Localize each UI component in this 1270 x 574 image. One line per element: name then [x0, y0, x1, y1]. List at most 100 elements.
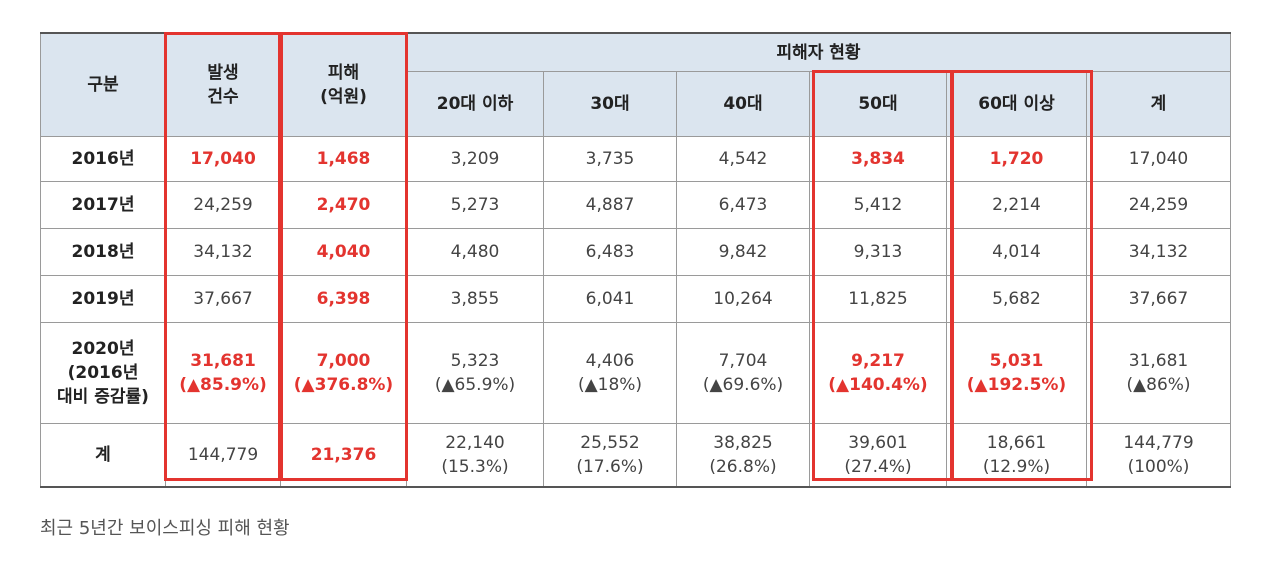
age-cell-line: (▲18%)	[577, 375, 643, 395]
age-cell: 144,779 (100%)	[1086, 423, 1231, 488]
occurrences-cell-line: 37,667	[193, 289, 253, 309]
age-cell: 4,480	[406, 228, 544, 276]
row-label: 2018년	[40, 228, 166, 276]
age-cell-line: 5,412	[853, 195, 903, 215]
age-cell: 2,214	[946, 181, 1087, 229]
damage-cell-line: 4,040	[316, 242, 371, 262]
row-label-line: 계	[95, 445, 111, 465]
damage-cell-line: 21,376	[310, 445, 377, 465]
age-cell-line: (17.6%)	[576, 457, 644, 477]
age-cell-line: (15.3%)	[441, 457, 509, 477]
header-age-40s: 40대	[676, 71, 810, 137]
age-cell-line: 25,552	[580, 433, 640, 453]
age-cell-line: 10,264	[713, 289, 773, 309]
table-row: 계 144,779 21,376 22,140 (15.3%) 25,552 (17.6%)…	[40, 423, 1231, 488]
age-cell-line: 34,132	[1128, 242, 1189, 262]
age-cell-line: 5,031	[989, 351, 1044, 371]
age-cell-line: (100%)	[1127, 457, 1190, 477]
age-cell: 39,601 (27.4%)	[809, 423, 947, 488]
age-cell-line: (▲140.4%)	[828, 375, 928, 395]
age-cell: 5,412	[809, 181, 947, 229]
age-cell-line: 9,217	[851, 351, 905, 371]
age-cell: 1,720	[946, 136, 1087, 182]
age-cell-line: 6,483	[585, 242, 635, 262]
damage-cell-line: (▲376.8%)	[293, 375, 394, 395]
table-container: 구분 발생 건수 피해 (억원) 피해자 현황 20대 이하 30대 40대 5…	[40, 32, 1231, 488]
header-age-50s: 50대	[809, 71, 947, 137]
age-cell: 3,834	[809, 136, 947, 182]
row-label-line: 2018년	[71, 242, 135, 262]
age-cell-line: 4,480	[450, 242, 500, 262]
age-cell-line: 144,779	[1123, 433, 1194, 453]
header-age-total: 계	[1086, 71, 1231, 137]
header-victims-group: 피해자 현황	[406, 32, 1231, 72]
age-cell-line: 37,667	[1128, 289, 1189, 309]
header-age-30s: 30대	[543, 71, 677, 137]
occurrences-cell-line: 144,779	[187, 445, 259, 465]
damage-cell: 2,470	[280, 181, 407, 229]
age-cell-line: 31,681	[1128, 351, 1189, 371]
age-cell: 9,842	[676, 228, 810, 276]
age-cell-line: 9,313	[853, 242, 903, 262]
age-cell-line: 11,825	[848, 289, 908, 309]
age-cell: 38,825 (26.8%)	[676, 423, 810, 488]
age-cell: 17,040	[1086, 136, 1231, 182]
age-cell-line: 5,273	[450, 195, 500, 215]
age-cell: 34,132	[1086, 228, 1231, 276]
occurrences-cell-line: 31,681	[190, 351, 256, 371]
table-row: 2020년 (2016년 대비 증감률) 31,681 (▲85.9%) 7,000 (▲3…	[40, 322, 1231, 424]
table-row: 2016년 17,040 1,468 3,209 3,735 4,542 3,834 1,72…	[40, 136, 1231, 182]
occurrences-cell: 24,259	[165, 181, 281, 229]
age-cell: 24,259	[1086, 181, 1231, 229]
row-label-line: 2020년	[71, 339, 135, 359]
age-cell: 11,825	[809, 275, 947, 323]
occurrences-cell: 37,667	[165, 275, 281, 323]
damage-cell: 21,376	[280, 423, 407, 488]
age-cell: 10,264	[676, 275, 810, 323]
header-category: 구분	[40, 32, 166, 137]
occurrences-cell-line: 24,259	[193, 195, 253, 215]
table-row: 2018년 34,132 4,040 4,480 6,483 9,842 9,313 4,01…	[40, 228, 1231, 276]
voice-phishing-table: 구분 발생 건수 피해 (억원) 피해자 현황 20대 이하 30대 40대 5…	[40, 32, 1231, 488]
table-row: 2019년 37,667 6,398 3,855 6,041 10,264 11,825 5,…	[40, 275, 1231, 323]
age-cell: 5,682	[946, 275, 1087, 323]
age-cell-line: 7,704	[718, 351, 768, 371]
table-body: 2016년 17,040 1,468 3,209 3,735 4,542 3,834 1,72…	[40, 136, 1231, 488]
age-cell: 4,014	[946, 228, 1087, 276]
age-cell-line: (27.4%)	[844, 457, 912, 477]
age-cell: 3,855	[406, 275, 544, 323]
header-occurrences-line: 건수	[207, 87, 239, 107]
header-age-60s-over: 60대 이상	[946, 71, 1087, 137]
damage-cell: 1,468	[280, 136, 407, 182]
damage-cell-line: 1,468	[316, 149, 371, 169]
age-cell: 4,887	[543, 181, 677, 229]
damage-cell-line: 6,398	[316, 289, 371, 309]
row-label: 2017년	[40, 181, 166, 229]
age-cell: 5,031 (▲192.5%)	[946, 322, 1087, 424]
age-cell-line: (▲192.5%)	[966, 375, 1067, 395]
age-cell: 4,406 (▲18%)	[543, 322, 677, 424]
damage-cell-line: 2,470	[316, 195, 371, 215]
age-cell-line: (12.9%)	[982, 457, 1051, 477]
row-label-line: 대비 증감률)	[57, 387, 149, 407]
age-cell: 3,209	[406, 136, 544, 182]
age-cell: 6,041	[543, 275, 677, 323]
age-cell-line: 17,040	[1128, 149, 1189, 169]
age-cell-line: 18,661	[986, 433, 1047, 453]
age-cell-line: 4,542	[718, 149, 768, 169]
age-cell-line: 3,735	[585, 149, 635, 169]
occurrences-cell: 34,132	[165, 228, 281, 276]
header-age-20s-under: 20대 이하	[406, 71, 544, 137]
age-cell-line: 4,014	[992, 242, 1041, 262]
age-cell-line: 38,825	[713, 433, 773, 453]
age-cell-line: (▲65.9%)	[434, 375, 516, 395]
age-cell-line: (26.8%)	[709, 457, 777, 477]
row-label: 계	[40, 423, 166, 488]
age-cell-line: 2,214	[992, 195, 1041, 215]
damage-cell-line: 7,000	[316, 351, 371, 371]
header-damage-line: (억원)	[320, 87, 367, 107]
age-cell: 7,704 (▲69.6%)	[676, 322, 810, 424]
age-cell: 9,217 (▲140.4%)	[809, 322, 947, 424]
damage-cell: 4,040	[280, 228, 407, 276]
age-cell-line: 6,041	[585, 289, 635, 309]
